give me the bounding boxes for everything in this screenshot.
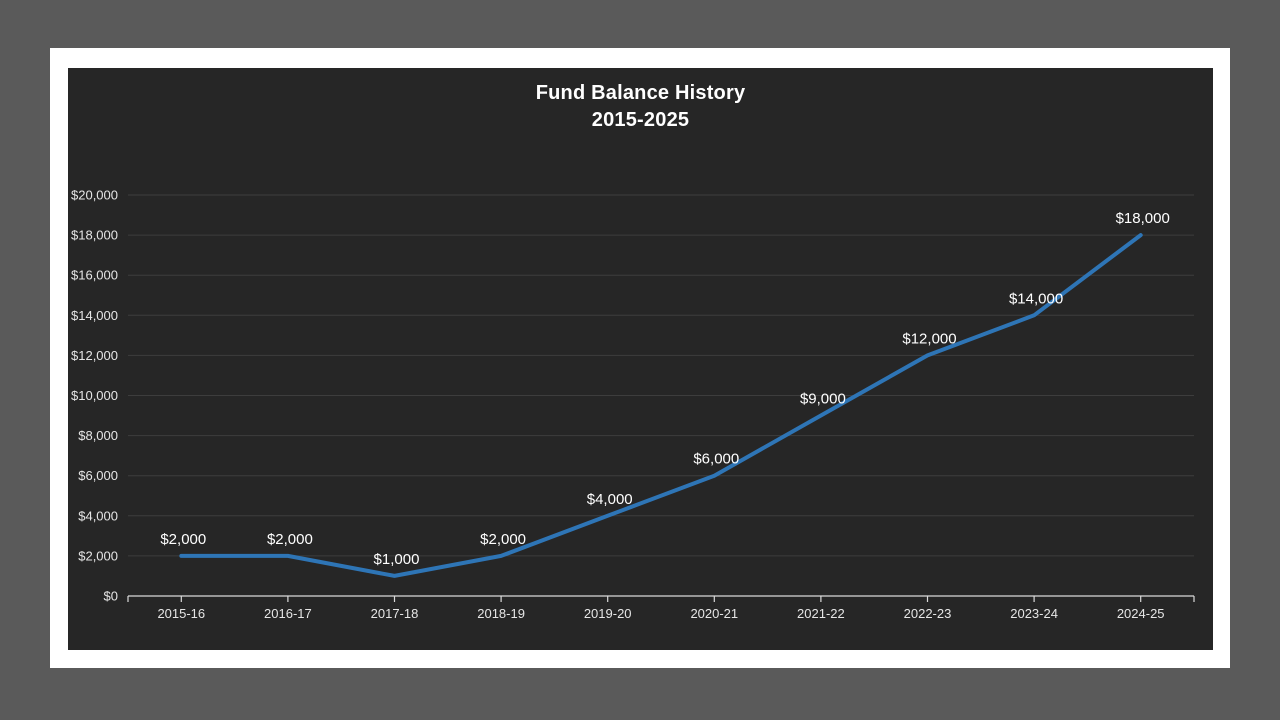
chart-title-line1: Fund Balance History <box>535 82 746 104</box>
y-axis-tick-label: $2,000 <box>78 548 118 563</box>
fund-balance-series-line <box>179 233 1143 578</box>
x-axis-tick-label: 2015-16 <box>157 606 205 621</box>
data-label: $2,000 <box>160 531 206 548</box>
y-axis-tick-label: $0 <box>104 589 118 604</box>
chart-area: $0 $2,000 $4,000 $6,000 $8,000 $10,000 $12,000… <box>68 68 1213 650</box>
data-label: $6,000 <box>693 451 739 468</box>
y-axis-tick-label: $16,000 <box>71 268 118 283</box>
y-axis-tick-label: $12,000 <box>71 348 118 363</box>
y-axis-tick-label: $14,000 <box>71 308 118 323</box>
x-axis-tick-label: 2022-23 <box>904 606 952 621</box>
y-axis-tick-label: $4,000 <box>78 508 118 523</box>
data-label: $2,000 <box>480 531 526 548</box>
y-axis-tick-label: $10,000 <box>71 388 118 403</box>
data-label: $2,000 <box>267 531 313 548</box>
data-label: $9,000 <box>800 391 846 408</box>
y-axis-tick-label: $18,000 <box>71 228 118 243</box>
y-axis-tick-label: $20,000 <box>71 188 118 203</box>
x-axis-tick-label: 2021-22 <box>797 606 845 621</box>
chart-title-line2: 2015-2025 <box>591 109 690 131</box>
data-label: $4,000 <box>587 491 633 508</box>
slide: $0 $2,000 $4,000 $6,000 $8,000 $10,000 $12,000… <box>50 48 1230 668</box>
y-axis-tick-label: $8,000 <box>78 428 118 443</box>
data-label: $12,000 <box>902 330 956 347</box>
x-axis-tick-label: 2023-24 <box>1010 606 1058 621</box>
data-label: $18,000 <box>1116 210 1170 227</box>
line-chart-plot: $0 $2,000 $4,000 $6,000 $8,000 $10,000 $12,000… <box>71 188 1195 621</box>
x-axis-tick-label: 2020-21 <box>690 606 738 621</box>
data-label: $14,000 <box>1009 290 1063 307</box>
data-label: $1,000 <box>374 551 420 568</box>
x-axis-tick-label: 2018-19 <box>477 606 525 621</box>
x-axis-tick-label: 2019-20 <box>584 606 632 621</box>
chart-title: Fund Balance History 2015-2025 <box>68 80 1213 134</box>
x-axis-tick-label: 2024-25 <box>1117 606 1165 621</box>
x-axis-tick-label: 2016-17 <box>264 606 312 621</box>
y-axis-tick-label: $6,000 <box>78 468 118 483</box>
x-axis-tick-label: 2017-18 <box>371 606 419 621</box>
